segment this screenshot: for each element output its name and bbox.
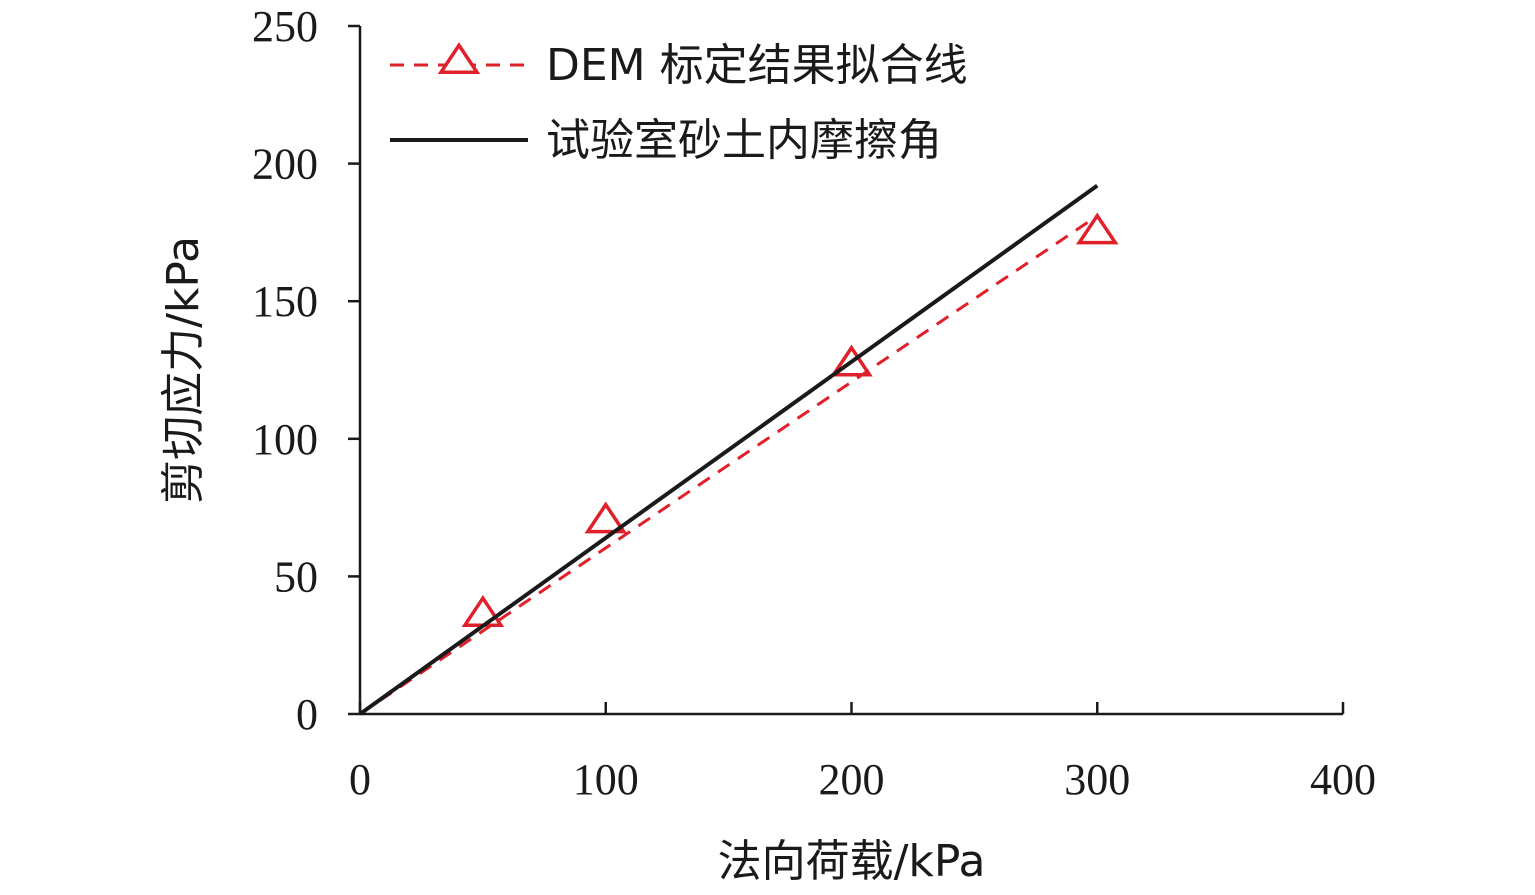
x-axis-title: 法向荷载/kPa: [718, 836, 986, 887]
series-line: [358, 183, 1099, 716]
y-tick-label: 200: [252, 140, 318, 189]
y-tick-label: 250: [252, 2, 318, 51]
y-tick-label: 0: [296, 690, 318, 739]
y-tick-label: 50: [274, 552, 318, 601]
legend-entry-1: 试验室砂土内摩擦角: [390, 115, 942, 166]
x-tick-label: 0: [349, 755, 371, 804]
y-tick-label: 150: [252, 277, 318, 326]
x-tick-label: 300: [1064, 755, 1130, 804]
data-point: [584, 501, 628, 534]
legend-entry-0: DEM 标定结果拟合线: [390, 40, 968, 91]
x-tick-label: 400: [1310, 755, 1376, 804]
series-1: [358, 183, 1099, 716]
series-layer: [358, 183, 1119, 716]
x-tick-label: 200: [819, 755, 885, 804]
data-point: [461, 595, 505, 627]
y-axis-title: 剪切应力/kPa: [158, 236, 209, 504]
tick-group: 0 50 100 150 200 250 0 100 200 300 400: [252, 2, 1376, 804]
data-point: [1075, 212, 1119, 245]
series-line: [359, 214, 1099, 716]
y-tick-label: 100: [252, 415, 318, 464]
series-0: [359, 212, 1119, 716]
legend-label: DEM 标定结果拟合线: [546, 40, 968, 91]
data-point: [830, 344, 873, 377]
x-tick-label: 100: [573, 755, 639, 804]
legend-marker: [437, 42, 481, 75]
legend-label: 试验室砂土内摩擦角: [546, 115, 942, 166]
